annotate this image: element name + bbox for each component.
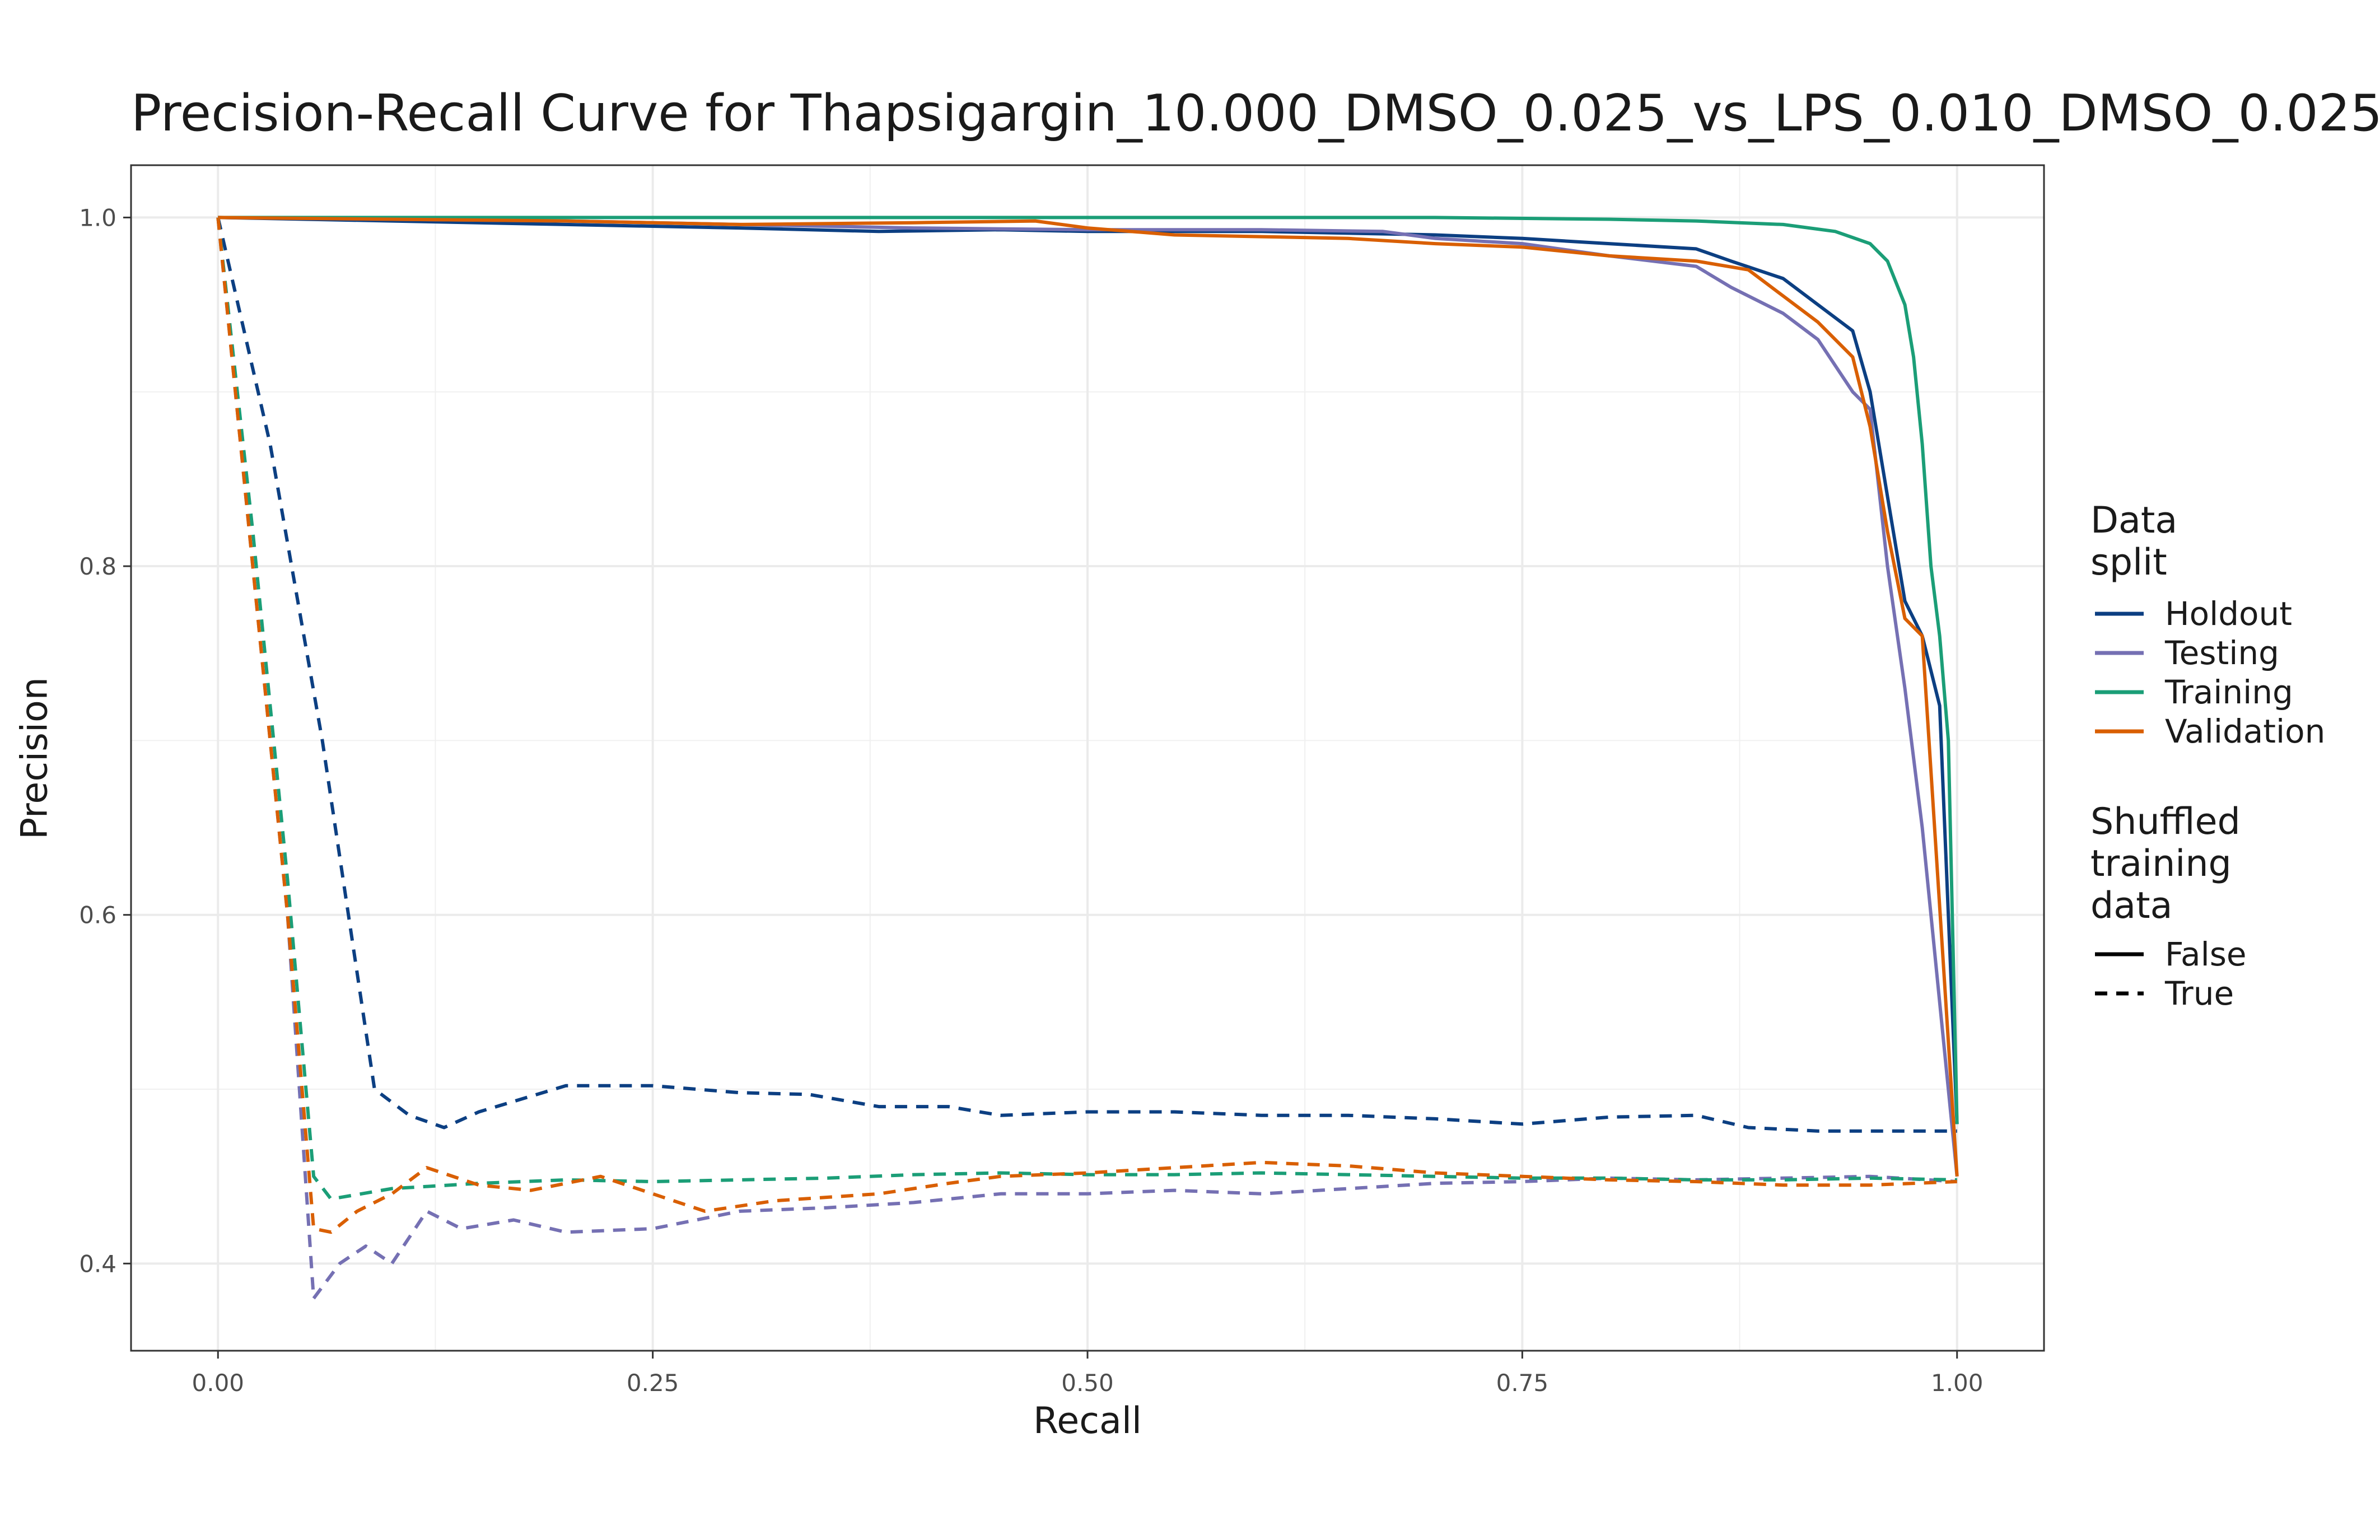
legend-keys	[2095, 612, 2144, 996]
y-axis: 0.4 0.6 0.8 1.0	[79, 204, 131, 1277]
x-axis: 0.00 0.25 0.50 0.75 1.00	[192, 1351, 1984, 1397]
series-line-validation-unshuffled	[218, 216, 1959, 1177]
legend-label-holdout: Holdout	[2165, 595, 2293, 633]
x-tick-label: 0.75	[1496, 1369, 1549, 1397]
legend-color-title-line-1: Data	[2090, 500, 2178, 542]
x-tick-label: 0.00	[192, 1369, 245, 1397]
legend-label-training: Training	[2165, 673, 2293, 711]
y-tick-label: 1.0	[79, 204, 116, 231]
y-tick-label: 0.8	[79, 553, 116, 580]
series-line-holdout-shuffled	[216, 217, 1957, 1133]
legend-linetype-title-line-1: Shuffled	[2090, 801, 2241, 843]
legend-linetype-title: Shuffled training data	[2090, 801, 2241, 927]
x-tick-label: 0.25	[627, 1369, 679, 1397]
y-tick-label: 0.6	[79, 902, 116, 929]
chart-title: Precision-Recall Curve for Thapsigargin_…	[131, 84, 2380, 143]
series-line-training-unshuffled	[218, 216, 1959, 1124]
series-line-testing-shuffled	[216, 217, 1957, 1300]
legend-label-testing: Testing	[2165, 634, 2279, 672]
series-line-holdout-unshuffled	[218, 216, 1959, 1124]
series-line-training-shuffled	[216, 217, 1957, 1201]
legend-label-validation: Validation	[2165, 712, 2326, 750]
series-layer	[216, 216, 1959, 1300]
legend-label-false: False	[2165, 935, 2247, 973]
legend-label-true: True	[2165, 974, 2234, 1012]
legend-linetype-title-line-3: data	[2090, 885, 2173, 927]
y-tick-label: 0.4	[79, 1250, 116, 1277]
x-tick-label: 0.50	[1061, 1369, 1114, 1397]
legend-color-title-line-2: split	[2090, 542, 2167, 584]
y-axis-label: Precision	[13, 676, 56, 840]
legend-linetype-title-line-2: training	[2090, 843, 2232, 885]
x-tick-label: 1.00	[1931, 1369, 1984, 1397]
legend-color-title: Data split	[2090, 500, 2177, 584]
series-line-validation-shuffled	[216, 217, 1957, 1234]
x-axis-label: Recall	[1033, 1400, 1142, 1442]
